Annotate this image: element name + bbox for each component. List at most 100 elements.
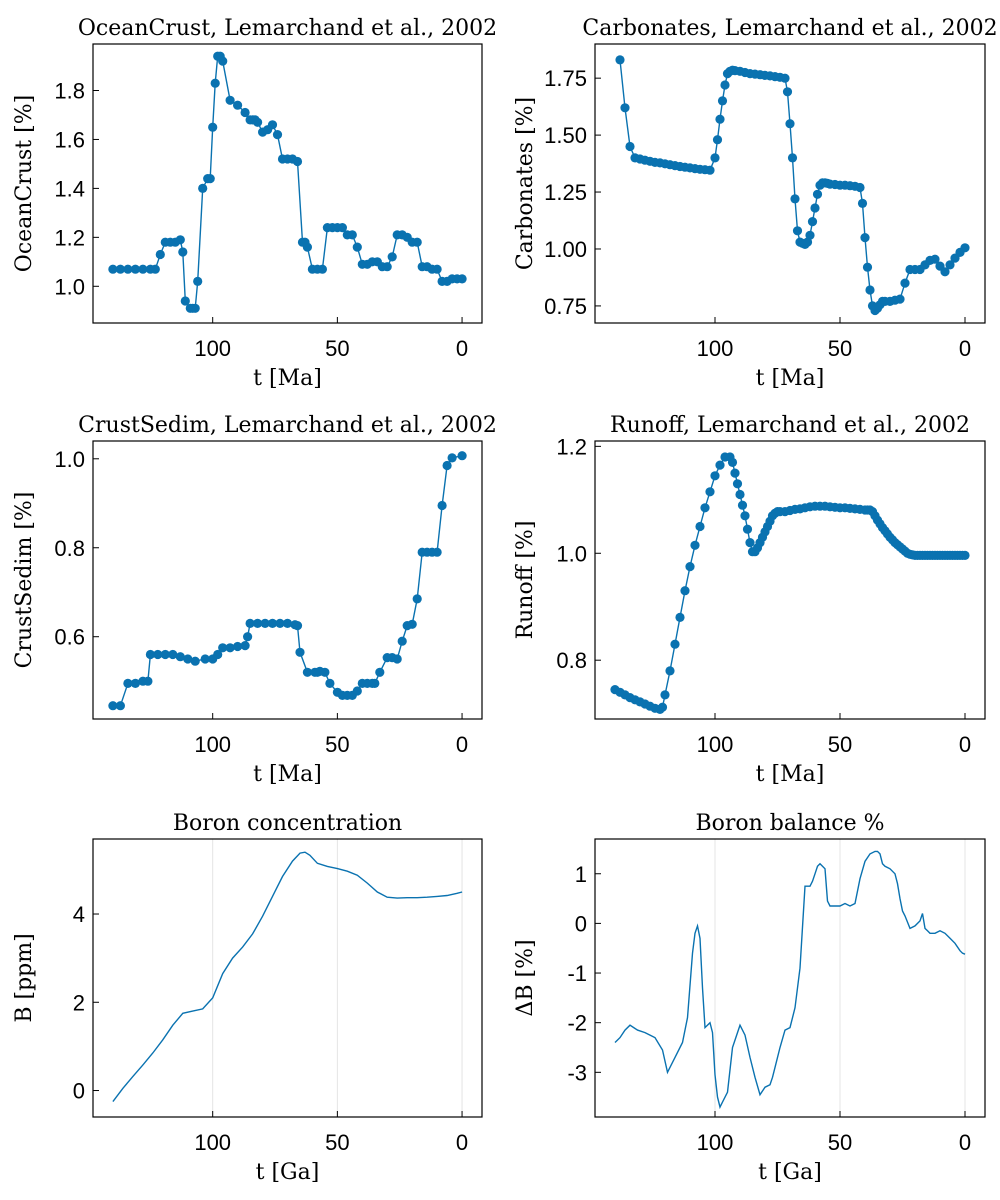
series-line (112, 55, 463, 309)
data-point (240, 641, 250, 651)
plot-frame (594, 43, 986, 324)
data-point (370, 678, 380, 689)
y-tick-label: 1.8 (54, 79, 85, 104)
data-point (705, 165, 715, 175)
data-point (168, 649, 178, 660)
data-point (437, 500, 447, 511)
data-point (735, 489, 745, 500)
data-point (325, 678, 335, 689)
data-point (337, 223, 347, 233)
y-tick-label: 1.2 (556, 434, 587, 459)
data-point (218, 56, 228, 66)
data-point (742, 524, 753, 534)
x-tick-label: 50 (828, 336, 852, 361)
chart-title: Boron concentration (173, 811, 402, 836)
data-point (382, 262, 392, 272)
x-tick-label: 0 (456, 732, 468, 757)
data-point (175, 652, 185, 662)
y-tick-label: -3 (567, 1060, 587, 1085)
data-point (397, 636, 407, 646)
data-point (660, 690, 670, 700)
data-point (130, 264, 140, 274)
data-point (225, 95, 235, 105)
data-point (447, 453, 457, 463)
x-axis-label: t [Ma] (253, 762, 322, 787)
chart-title: Boron balance % (695, 811, 884, 836)
data-point (225, 643, 235, 653)
data-point (712, 135, 723, 145)
chart-ocean: OceanCrust, Lemarchand et al., 2002 100 50… (12, 16, 497, 391)
data-point (457, 451, 467, 461)
data-point (940, 267, 950, 277)
data-point (432, 264, 442, 274)
data-point (805, 230, 815, 240)
data-point (432, 547, 442, 557)
data-point (710, 471, 720, 481)
data-point (302, 242, 312, 252)
chart-balance: Boron balance % 100 50 0 -3 -2 -1 0 1 t [Ga] ΔB [%… (513, 811, 986, 1185)
data-point (675, 612, 685, 623)
data-point (233, 100, 243, 110)
data-point (387, 252, 397, 262)
data-point (317, 264, 327, 274)
y-tick-label: 0.6 (54, 625, 85, 650)
series-line (112, 851, 463, 1103)
data-point (810, 203, 820, 213)
data-point (205, 174, 215, 184)
data-point (685, 562, 695, 572)
x-tick-label: 100 (194, 1130, 231, 1155)
data-point (680, 586, 690, 596)
data-point (218, 643, 228, 653)
y-axis-label: B [ppm] (12, 933, 37, 1022)
data-point (895, 294, 905, 304)
data-point (407, 619, 417, 629)
data-point (160, 649, 170, 660)
x-axis-label: t [Ma] (253, 366, 322, 391)
chart-crust: CrustSedim, Lemarchand et al., 2002 100 50… (12, 413, 497, 787)
data-point (782, 87, 793, 97)
data-point (253, 117, 263, 127)
x-tick-label: 50 (325, 1130, 349, 1155)
data-point (392, 654, 402, 664)
y-tick-label: -1 (567, 961, 587, 986)
x-tick-label: 100 (697, 1130, 734, 1155)
x-tick-label: 100 (697, 732, 734, 757)
data-point (292, 156, 303, 167)
x-tick-label: 0 (959, 1130, 971, 1155)
data-point (282, 618, 293, 629)
data-point (178, 247, 188, 257)
data-point (183, 654, 193, 664)
y-axis-label: Runoff [%] (513, 521, 538, 640)
y-tick-label: 1.50 (544, 123, 587, 148)
y-tick-label: 0 (575, 911, 587, 936)
data-point (272, 130, 283, 140)
chart-title: OceanCrust, Lemarchand et al., 2002 (78, 16, 497, 41)
plot-frame (92, 43, 483, 324)
data-point (123, 678, 133, 689)
data-point (253, 618, 263, 629)
data-point (727, 457, 738, 467)
data-point (785, 119, 795, 129)
data-point (295, 647, 305, 657)
data-point (720, 80, 730, 90)
data-point (143, 676, 153, 686)
chart-title: Runoff, Lemarchand et al., 2002 (610, 413, 970, 438)
x-tick-label: 100 (194, 732, 231, 757)
data-point (200, 654, 210, 664)
data-point (717, 96, 728, 106)
x-tick-label: 0 (959, 732, 971, 757)
data-point (705, 487, 715, 497)
y-axis-label: CrustSedim [%] (12, 492, 37, 669)
data-point (855, 182, 865, 193)
data-point (620, 103, 630, 113)
data-point (240, 107, 250, 118)
x-axis-label: t [Ga] (256, 1160, 320, 1185)
data-point (780, 73, 790, 83)
plot-frame (92, 440, 483, 720)
y-tick-label: 1.00 (544, 237, 587, 262)
y-tick-label: 0.75 (544, 294, 587, 319)
y-tick-label: -2 (567, 1011, 587, 1036)
data-point (715, 460, 725, 470)
data-point (352, 686, 362, 696)
data-point (155, 249, 165, 260)
